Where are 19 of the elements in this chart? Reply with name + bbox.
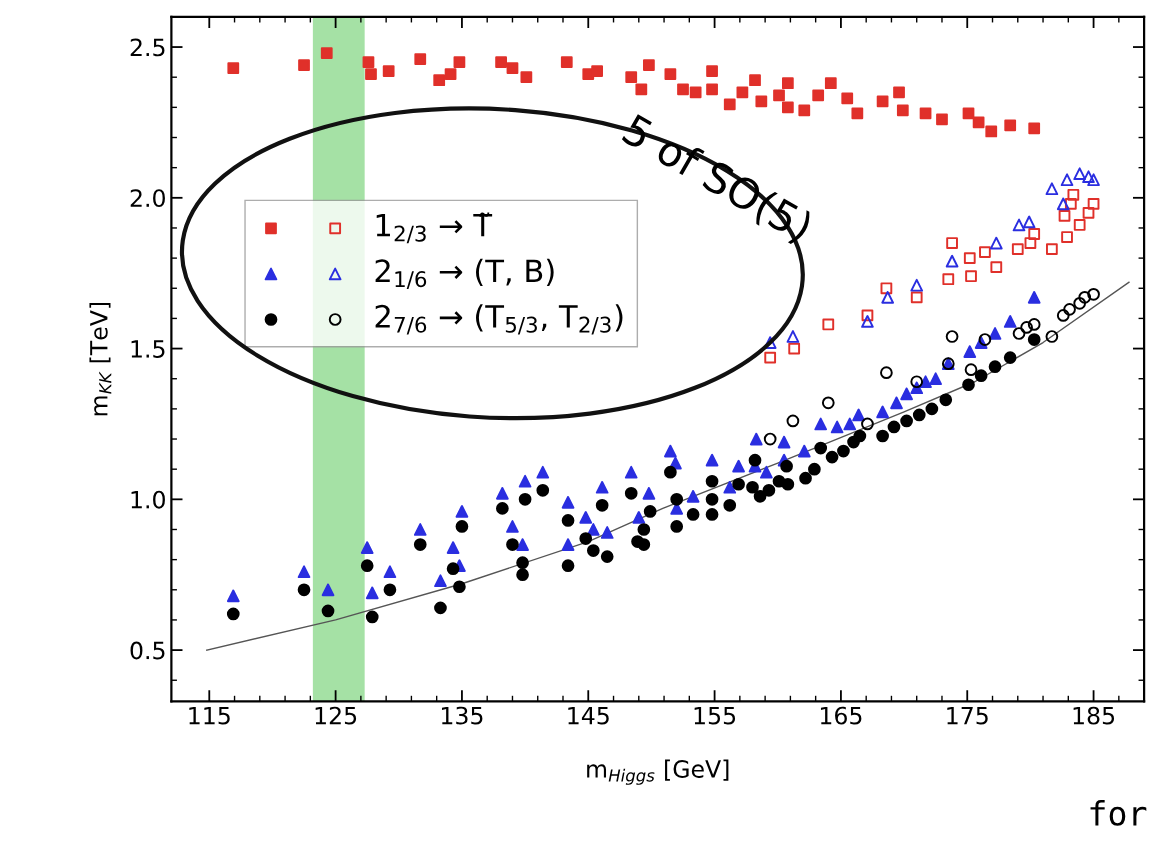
x-tick-label: 135 [442, 706, 483, 725]
text: for [1090, 800, 1147, 826]
legend-label: 1$_{2/3}$ → T̃ [376, 212, 493, 244]
x-tick-label: 175 [947, 706, 988, 725]
x-tick-label: 145 [568, 706, 609, 725]
x-tick-label: 155 [694, 706, 736, 725]
y-tick-label: 0.5 [130, 641, 165, 660]
y-axis-title: m$_{KK}$ [TeV] [89, 302, 112, 416]
x-axis-title: m$_{Higgs}$ [GeV] [587, 759, 729, 785]
legend-label: 2$_{7/6}$ → (T$_{5/3}$, T$_{2/3}$) [375, 304, 623, 335]
x-tick-label: 115 [189, 706, 230, 725]
y-tick-label: 1.5 [131, 340, 165, 358]
x-tick-label: 165 [820, 706, 862, 725]
y-tick-label: 1.0 [131, 490, 165, 509]
y-tick-label: 2.0 [130, 189, 165, 208]
legend-label: 2$_{1/6}$ → (T, B) [375, 258, 554, 289]
x-tick-label: 125 [315, 706, 357, 725]
x-tick-label: 185 [1073, 706, 1115, 725]
y-tick-label: 2.5 [130, 38, 165, 57]
